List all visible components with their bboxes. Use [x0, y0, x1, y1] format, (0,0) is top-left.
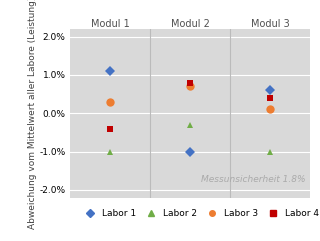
Text: Modul 1: Modul 1: [91, 19, 130, 29]
Text: Modul 2: Modul 2: [171, 19, 210, 29]
Y-axis label: Abweichung vom Mittelwert aller Labore (Leistung): Abweichung vom Mittelwert aller Labore (…: [28, 0, 36, 229]
Legend: Labor 1, Labor 2, Labor 3, Labor 4: Labor 1, Labor 2, Labor 3, Labor 4: [81, 209, 319, 218]
Text: Messunsicherheit 1.8%: Messunsicherheit 1.8%: [201, 175, 306, 184]
Text: Modul 3: Modul 3: [251, 19, 290, 29]
